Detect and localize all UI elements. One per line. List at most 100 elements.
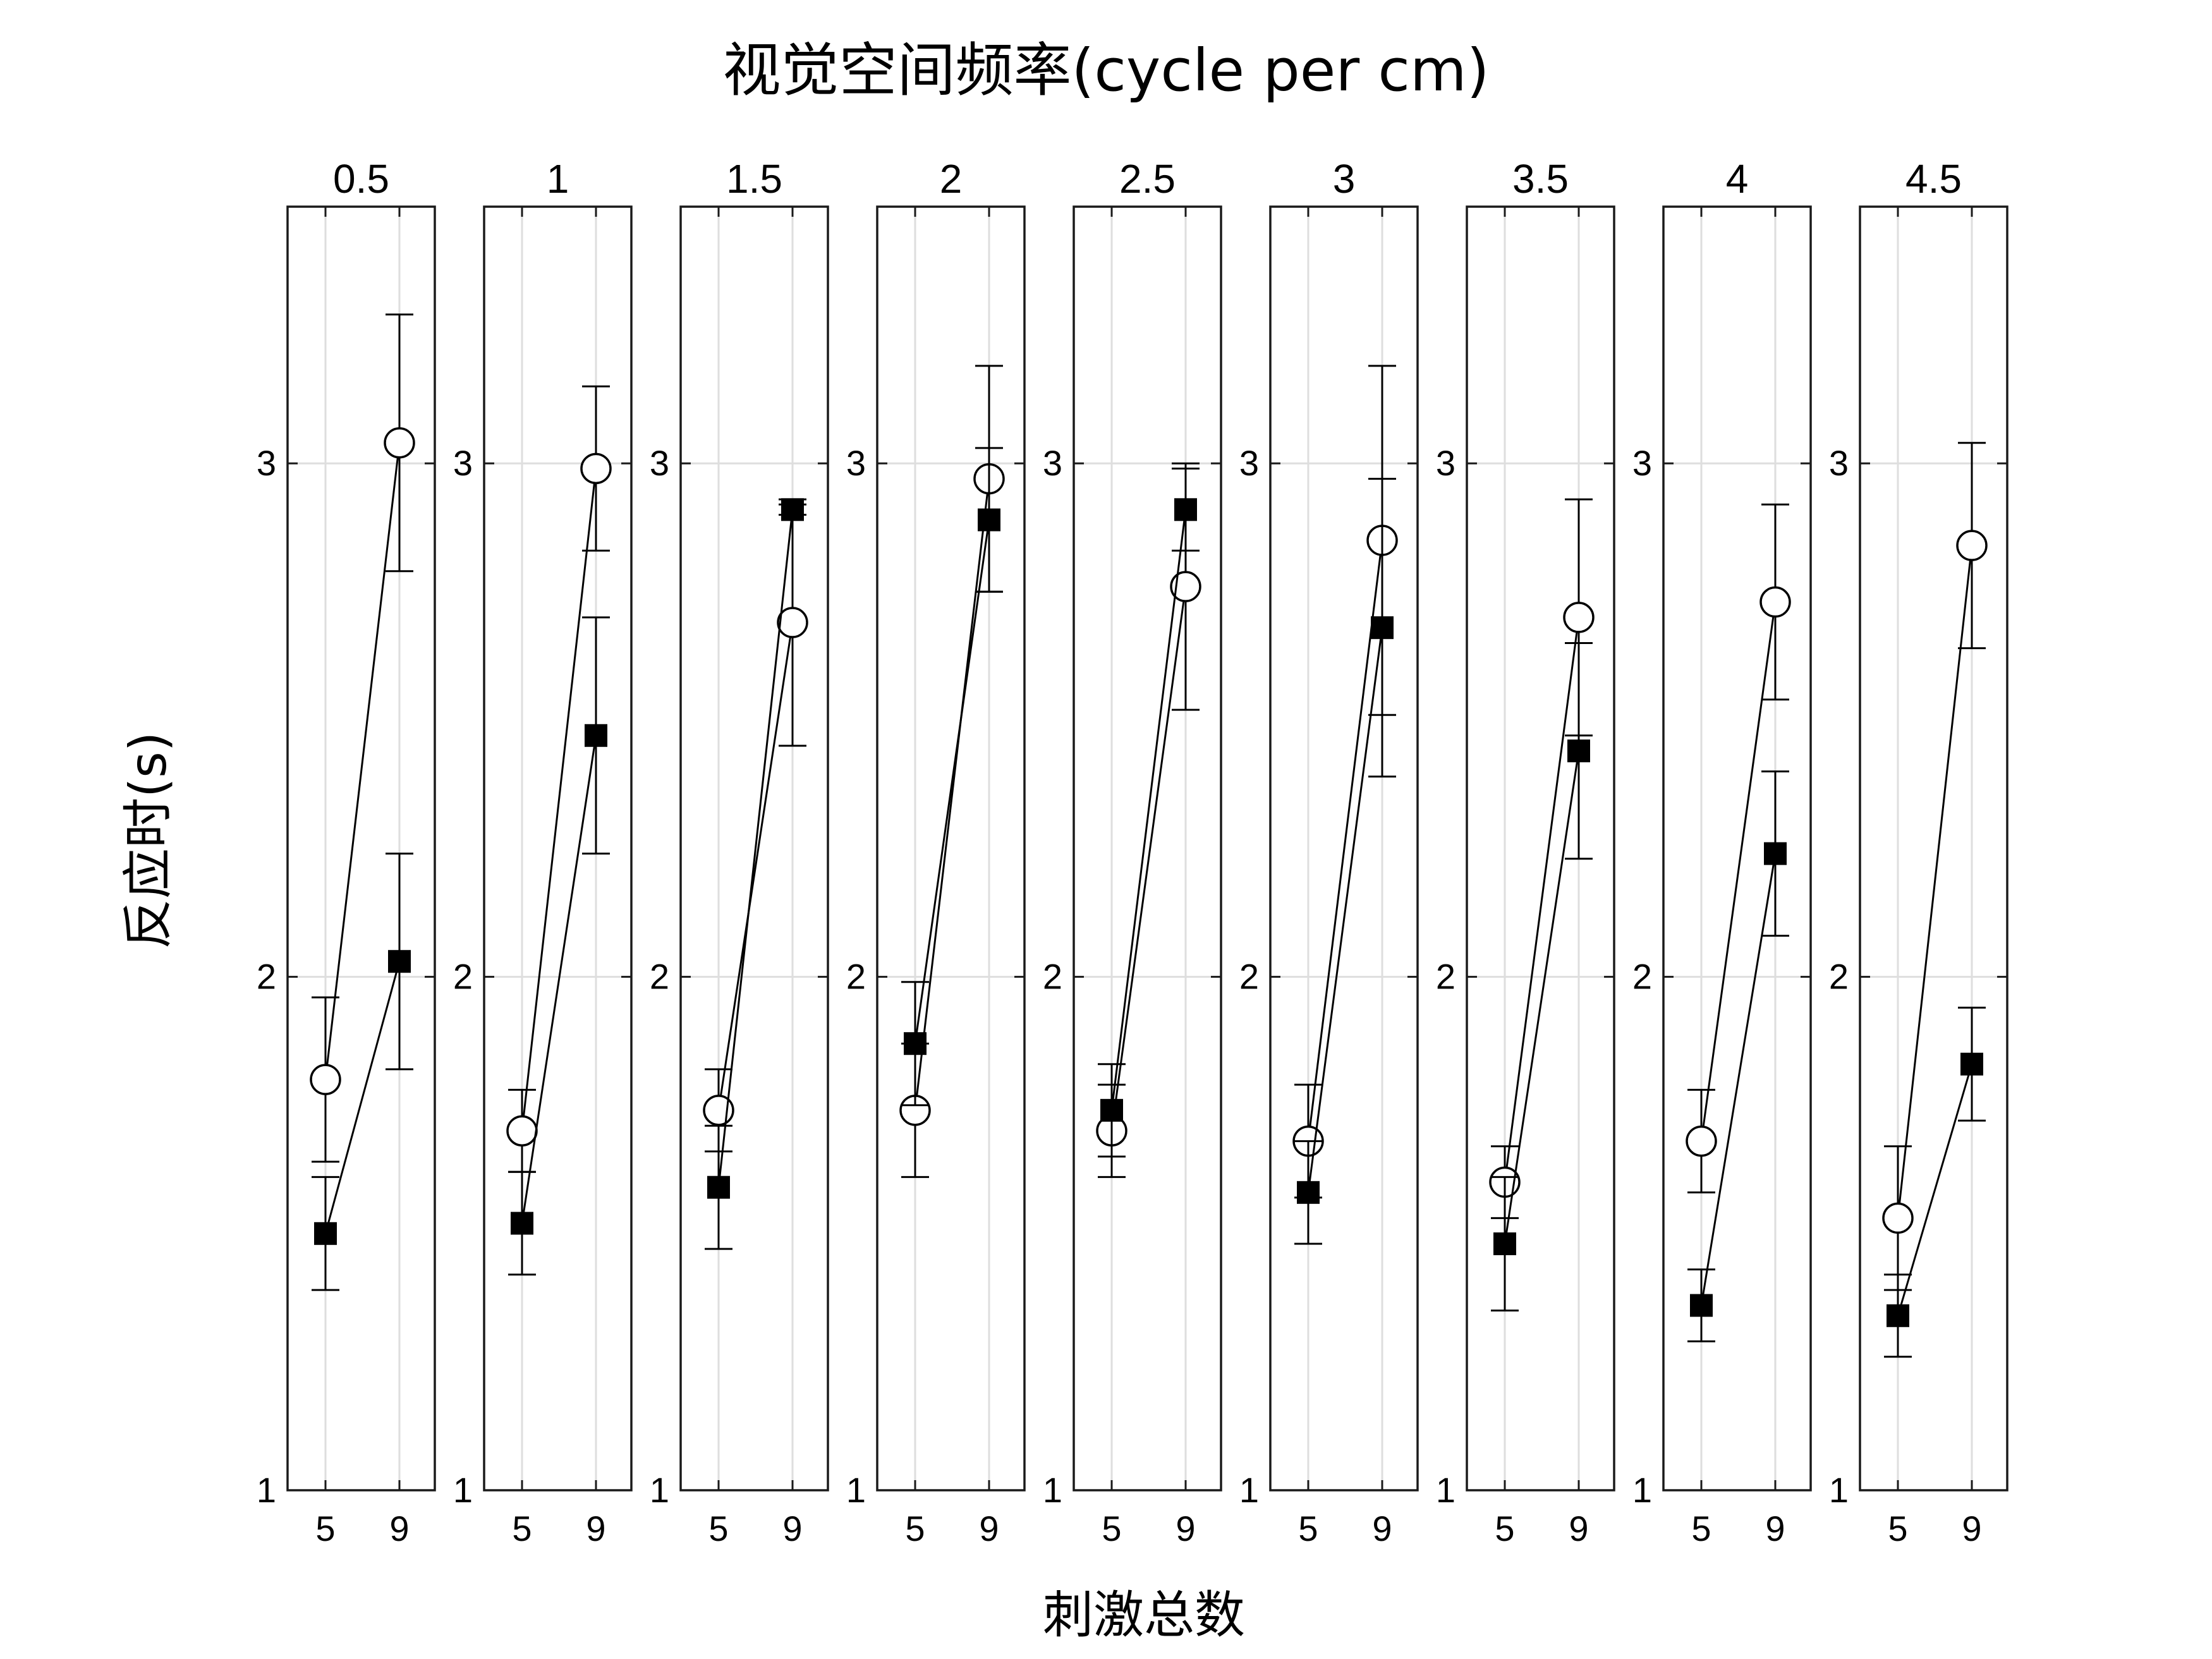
- y-tick-label: 2: [650, 957, 669, 997]
- data-point-circle: [310, 1064, 341, 1095]
- series-line: [717, 509, 794, 1188]
- y-tick-label: 1: [1829, 1470, 1849, 1510]
- data-point-square: [707, 1176, 730, 1199]
- data-point-circle: [1956, 530, 1988, 561]
- series-line: [1307, 627, 1383, 1193]
- data-point-square: [1690, 1294, 1713, 1317]
- y-tick-label: 2: [1043, 957, 1062, 997]
- panel-frame: [1662, 205, 1812, 1492]
- y-tick-label: 1: [1043, 1470, 1062, 1510]
- y-axis-label: 反应时(s): [119, 732, 178, 949]
- y-tick-label: 3: [1043, 443, 1062, 483]
- data-point-square: [511, 1212, 533, 1235]
- x-tick-label: 9: [1962, 1509, 1981, 1548]
- x-tick-label: 9: [389, 1509, 409, 1548]
- y-tick-label: 1: [453, 1470, 473, 1510]
- data-point-square: [388, 950, 411, 973]
- data-point-square: [1887, 1304, 1909, 1327]
- panel: 1 2 3 5 9 2: [846, 156, 1026, 1548]
- y-tick-label: 2: [257, 957, 276, 997]
- data-point-circle: [777, 607, 808, 638]
- y-tick-label: 3: [1436, 443, 1455, 483]
- panel: 1 2 3 5 9 4: [1632, 156, 1812, 1548]
- x-tick-label: 5: [708, 1509, 728, 1548]
- data-point-circle: [1759, 586, 1791, 618]
- y-tick-label: 2: [1239, 957, 1259, 997]
- y-tick-label: 1: [1436, 1470, 1455, 1510]
- data-point-square: [904, 1032, 927, 1055]
- data-point-square: [781, 498, 804, 521]
- x-tick-label: 9: [979, 1509, 999, 1548]
- data-point-circle: [384, 427, 415, 459]
- data-point-square: [1174, 498, 1197, 521]
- y-tick-label: 2: [1829, 957, 1849, 997]
- panel-title: 0.5: [333, 156, 389, 202]
- panel-title: 1: [547, 156, 569, 202]
- x-tick-label: 5: [1691, 1509, 1711, 1548]
- series-line: [1504, 617, 1580, 1182]
- y-tick-label: 3: [650, 443, 669, 483]
- x-tick-label: 9: [1372, 1509, 1392, 1548]
- series-line: [324, 961, 401, 1234]
- x-tick-label: 5: [315, 1509, 335, 1548]
- y-tick-label: 2: [846, 957, 866, 997]
- data-point-square: [1371, 616, 1394, 640]
- panel: 1 2 3 5 9 0.5: [257, 156, 436, 1548]
- x-axis-label: 刺激总数: [1043, 1586, 1245, 1644]
- x-tick-label: 5: [512, 1509, 532, 1548]
- series-line: [1307, 540, 1383, 1141]
- panel-frame: [286, 205, 436, 1492]
- x-tick-label: 5: [1102, 1509, 1121, 1548]
- data-point-square: [1960, 1052, 1983, 1076]
- y-tick-label: 2: [1436, 957, 1455, 997]
- series-line: [1110, 586, 1187, 1131]
- data-point-square: [1493, 1232, 1516, 1256]
- series-line: [521, 735, 597, 1224]
- data-point-square: [1100, 1098, 1123, 1122]
- panel-title: 2.5: [1119, 156, 1176, 202]
- data-point-circle: [1563, 602, 1595, 633]
- series-line: [1504, 750, 1580, 1244]
- panel: 1 2 3 5 9 1.5: [650, 156, 829, 1548]
- panel-frame: [679, 205, 829, 1492]
- x-tick-label: 9: [1765, 1509, 1785, 1548]
- panel-frame: [1269, 205, 1419, 1492]
- series-line: [914, 520, 990, 1044]
- data-point-circle: [1170, 571, 1201, 602]
- series-line: [1897, 545, 1973, 1218]
- data-point-square: [978, 508, 1000, 532]
- y-tick-label: 1: [257, 1470, 276, 1510]
- panel-title: 1.5: [726, 156, 782, 202]
- y-tick-label: 3: [453, 443, 473, 483]
- series-line: [717, 622, 794, 1111]
- panel-title: 2: [940, 156, 963, 202]
- series-line: [1700, 602, 1777, 1141]
- x-tick-label: 5: [1298, 1509, 1318, 1548]
- y-tick-label: 3: [1829, 443, 1849, 483]
- series-line: [521, 468, 597, 1131]
- y-tick-label: 3: [1239, 443, 1259, 483]
- data-point-circle: [580, 453, 612, 485]
- data-point-square: [314, 1222, 337, 1245]
- panel-title: 3: [1333, 156, 1356, 202]
- panel-frame: [483, 205, 633, 1492]
- data-point-square: [1764, 842, 1787, 865]
- series-line: [914, 478, 990, 1110]
- y-tick-label: 3: [846, 443, 866, 483]
- x-tick-label: 9: [1176, 1509, 1195, 1548]
- series-line: [1700, 853, 1777, 1306]
- y-tick-label: 3: [257, 443, 276, 483]
- y-tick-label: 1: [650, 1470, 669, 1510]
- y-tick-label: 2: [453, 957, 473, 997]
- data-point-circle: [1686, 1125, 1717, 1157]
- y-tick-label: 3: [1632, 443, 1652, 483]
- x-tick-label: 9: [586, 1509, 605, 1548]
- y-tick-label: 1: [1632, 1470, 1652, 1510]
- data-point-square: [1297, 1181, 1320, 1204]
- data-point-square: [585, 724, 607, 747]
- panels: 1 2 3 5 9 0.5 1 2 3 5 9 1 1 2 3 5 9 1.5 1 2 3 5 9 2 1 2 3 5 9 2.5 1 2 3 5…: [257, 156, 2008, 1548]
- x-tick-label: 5: [1495, 1509, 1514, 1548]
- x-tick-label: 9: [1569, 1509, 1588, 1548]
- series-line: [1110, 509, 1187, 1111]
